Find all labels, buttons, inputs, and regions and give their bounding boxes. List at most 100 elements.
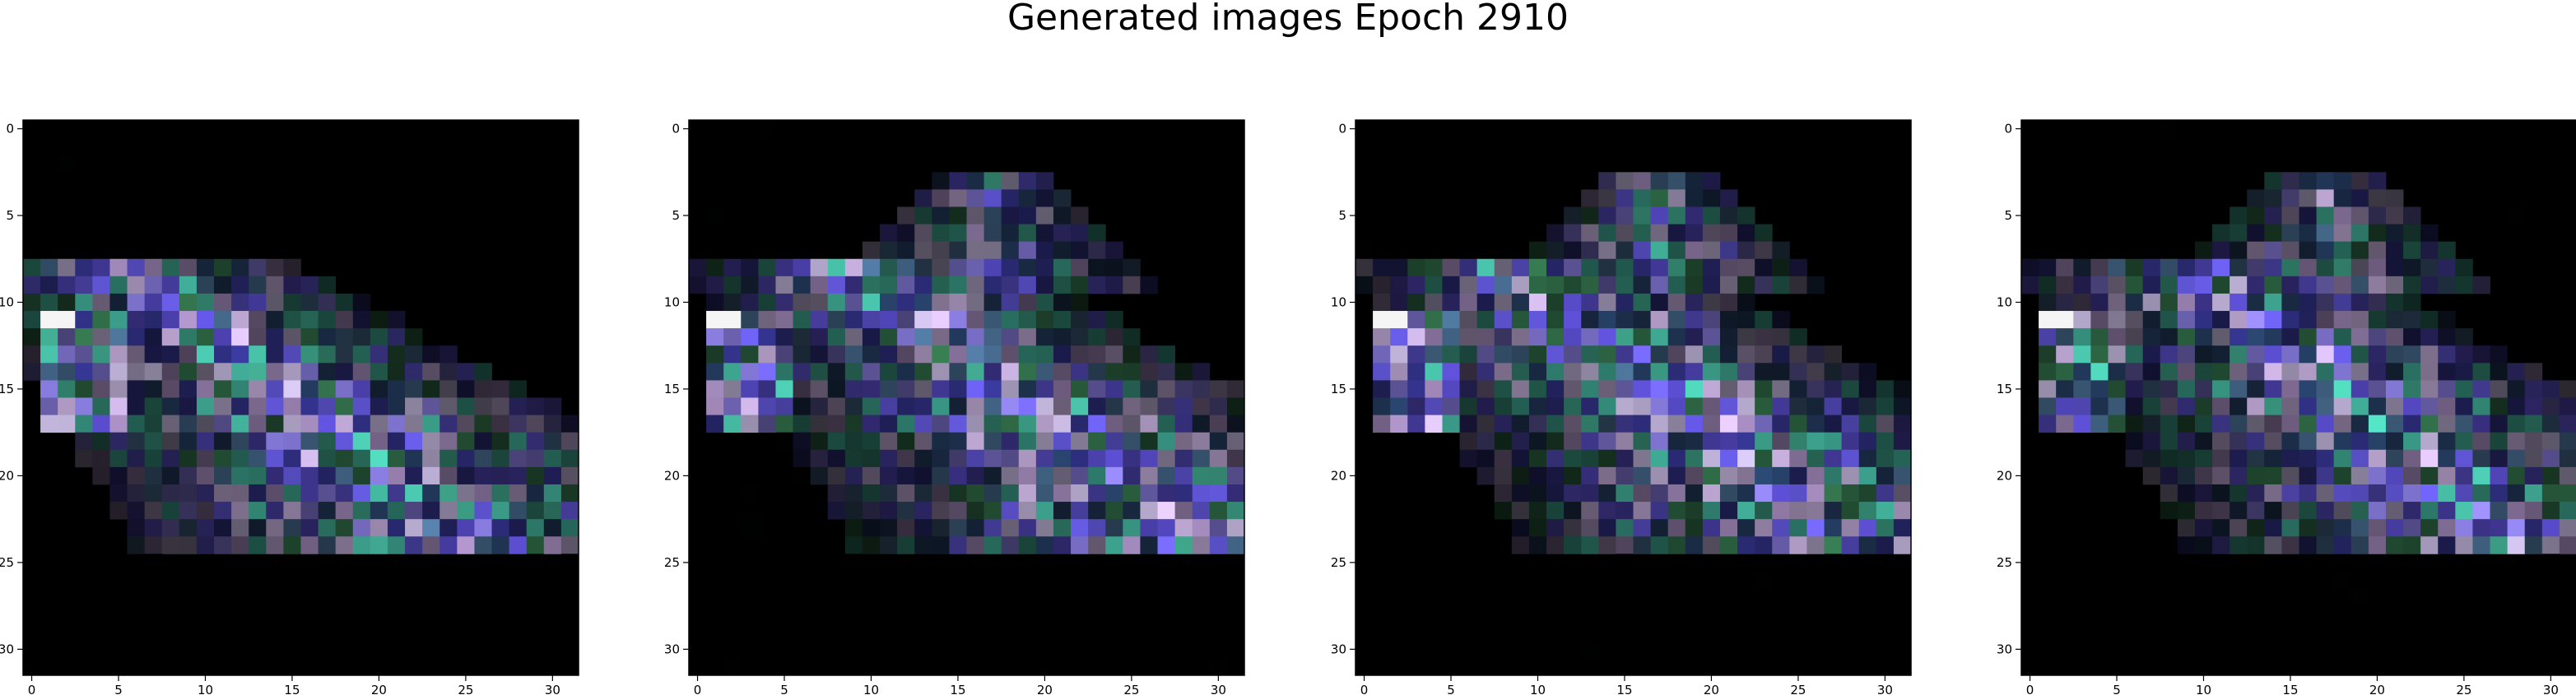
image-pixel [2039,311,2057,329]
image-pixel [1616,554,1634,572]
image-pixel [966,241,984,260]
image-pixel [352,293,371,312]
image-pixel [543,449,562,468]
image-pixel [2281,466,2299,485]
image-pixel [1209,449,1228,468]
image-pixel [2264,276,2282,294]
image-pixel [2142,258,2161,277]
image-pixel [2212,328,2230,346]
image-pixel [1841,432,1860,451]
image-pixel [1824,397,1843,415]
image-pixel [1755,311,1773,329]
image-pixel [1806,415,1825,433]
image-pixel [1088,345,1106,364]
image-pixel [2490,536,2509,554]
image-pixel [560,502,579,520]
image-pixel [1407,328,1425,346]
image-pixel [1192,449,1211,468]
image-pixel [723,380,742,398]
image-pixel [2264,345,2282,364]
image-pixel [1174,397,1193,415]
image-pixel [1373,258,1391,277]
image-pixel [949,293,967,312]
image-pixel [1755,380,1773,398]
image-pixel [741,605,759,624]
image-pixel [2559,380,2576,398]
image-pixel [75,605,93,624]
image-pixel [1772,258,1790,277]
image-pixel [775,224,793,243]
image-pixel [1841,536,1860,554]
image-pixel [862,415,881,433]
image-pixel [1564,224,1582,243]
image-pixel [179,484,198,503]
image-pixel [775,258,793,277]
image-pixel [2403,380,2421,398]
image-pixel [249,155,267,173]
image-pixel [2524,449,2543,468]
image-pixel [1123,432,1141,451]
image-pixel [1546,466,1565,485]
image-pixel [249,380,267,398]
image-pixel [2125,293,2144,312]
image-pixel [1157,206,1176,225]
image-pixel [92,363,110,381]
image-pixel [1772,328,1790,346]
image-pixel [1893,536,1912,554]
image-pixel [1226,397,1245,415]
image-pixel [1476,345,1495,364]
image-pixel [2212,189,2230,207]
image-pixel [741,397,759,415]
image-pixel [1390,311,1408,329]
image-pixel [2073,380,2091,398]
image-pixel [844,415,863,433]
image-pixel [1806,484,1825,503]
image-pixel [932,328,950,346]
x-tick-label: 0 [28,683,36,695]
image-pixel [2333,311,2352,329]
image-pixel [1209,397,1228,415]
image-pixel [1071,345,1089,364]
image-pixel [1824,466,1843,485]
image-pixel [491,449,510,468]
image-pixel [966,397,984,415]
image-pixel [1157,536,1176,554]
image-pixel [1105,502,1123,520]
image-pixel [793,397,811,415]
image-pixel [40,328,58,346]
image-pixel [1824,536,1843,554]
image-pixel [2507,536,2526,554]
image-pixel [2264,484,2282,503]
image-pixel [214,502,232,520]
image-pixel [723,311,742,329]
image-pixel [1209,415,1228,433]
image-pixel [810,276,829,294]
image-pixel [1841,415,1860,433]
image-pixel [966,380,984,398]
image-pixel [1174,536,1193,554]
image-pixel [2247,363,2265,381]
image-pixel [758,293,776,312]
image-pixel [1824,554,1843,572]
image-pixel [2264,536,2282,554]
image-pixel [2194,345,2213,364]
image-pixel [40,276,58,294]
image-pixel [266,432,284,451]
image-pixel [1633,432,1651,451]
image-pixel [2333,380,2352,398]
image-pixel [2247,206,2265,225]
image-pixel [1616,189,1634,207]
image-pixel [810,466,829,485]
image-pixel [2090,293,2109,312]
image-pixel [897,276,915,294]
image-pixel [1053,328,1072,346]
image-pixel [2368,258,2387,277]
image-pixel [844,311,863,329]
image-pixel [2316,397,2335,415]
image-pixel [1476,380,1495,398]
image-pixel [1407,258,1425,277]
image-pixel [92,293,110,312]
image-pixel [1088,432,1106,451]
image-pixel [2403,345,2421,364]
